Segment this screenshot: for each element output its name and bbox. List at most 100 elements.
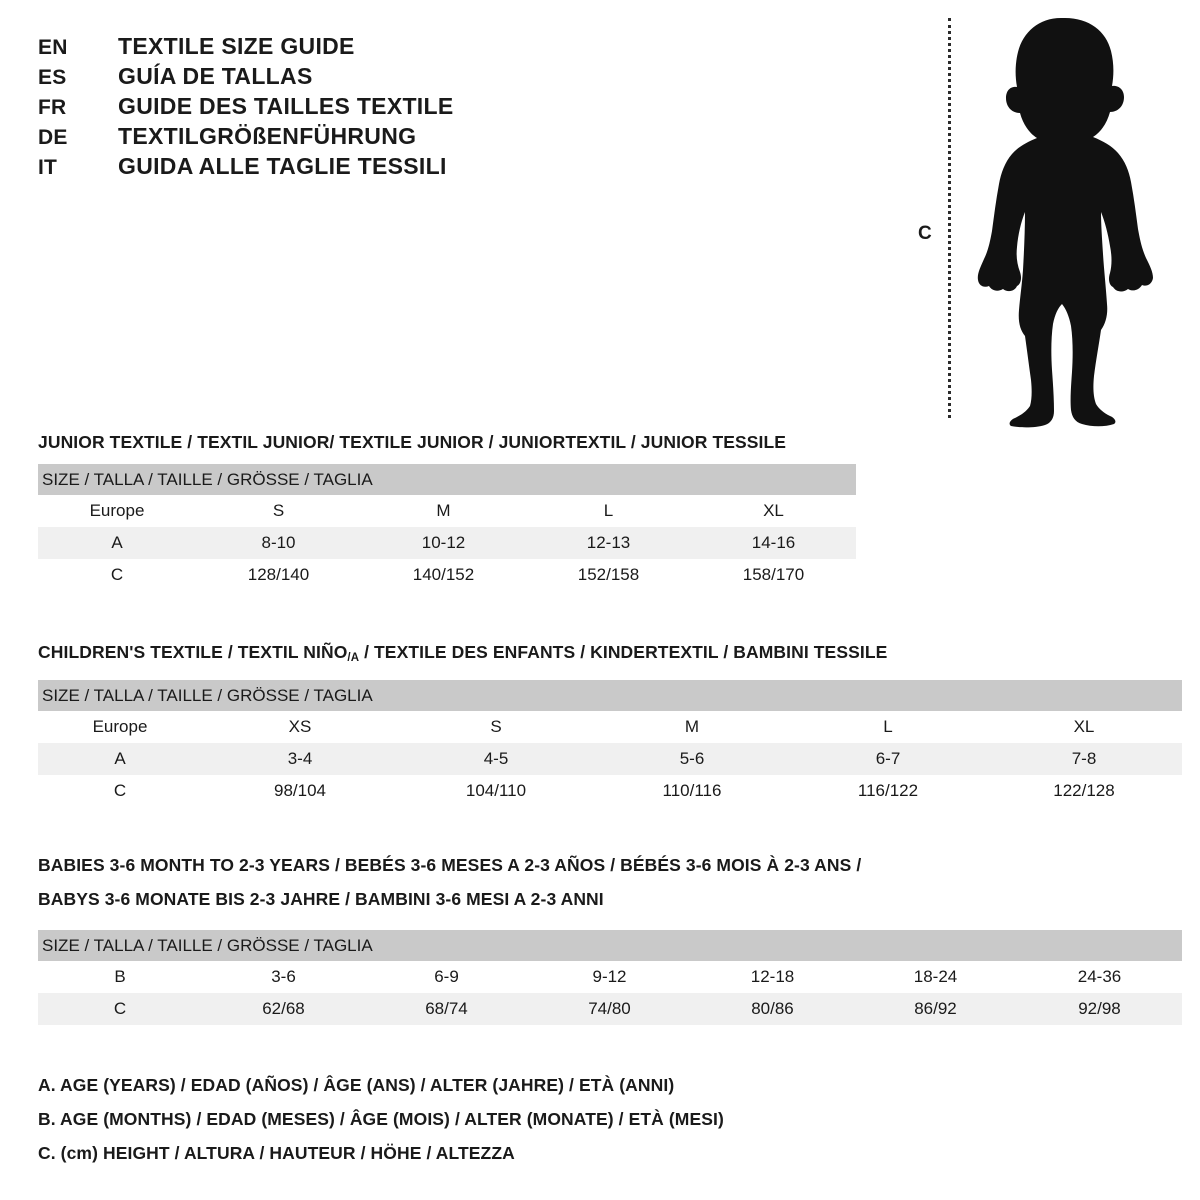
table-cell: 152/158 bbox=[526, 559, 691, 591]
guide-title: TEXTILGRÖßENFÜHRUNG bbox=[118, 123, 417, 149]
table-header-row: SIZE / TALLA / TAILLE / GRÖSSE / TAGLIA bbox=[38, 930, 1182, 961]
babies-size-table: SIZE / TALLA / TAILLE / GRÖSSE / TAGLIA … bbox=[38, 930, 1182, 1025]
table-cell: 3-4 bbox=[202, 743, 398, 776]
table-cell: 6-7 bbox=[790, 743, 986, 776]
table-cell: S bbox=[398, 711, 594, 744]
section-title-line2: BABYS 3-6 MONATE BIS 2-3 JAHRE / BAMBINI… bbox=[38, 889, 604, 909]
table-cell: 74/80 bbox=[528, 993, 691, 1025]
guide-title: TEXTILE SIZE GUIDE bbox=[118, 33, 355, 59]
table-cell: 8-10 bbox=[196, 527, 361, 559]
section-junior-textile: JUNIOR TEXTILE / TEXTIL JUNIOR/ TEXTILE … bbox=[38, 430, 856, 591]
size-header-label: SIZE / TALLA / TAILLE / GRÖSSE / TAGLIA bbox=[38, 680, 1182, 712]
row-label: A bbox=[38, 527, 196, 559]
size-header-label: SIZE / TALLA / TAILLE / GRÖSSE / TAGLIA bbox=[38, 464, 856, 495]
section-title-line1: BABIES 3-6 MONTH TO 2-3 YEARS / BEBÉS 3-… bbox=[38, 855, 862, 875]
language-row: DE TEXTILGRÖßENFÜHRUNG bbox=[38, 123, 598, 153]
table-header-row: SIZE / TALLA / TAILLE / GRÖSSE / TAGLIA bbox=[38, 680, 1182, 712]
table-cell: 110/116 bbox=[594, 775, 790, 808]
table-cell: 4-5 bbox=[398, 743, 594, 776]
table-row: A 8-10 10-12 12-13 14-16 bbox=[38, 527, 856, 559]
section-title-main: CHILDREN'S TEXTILE / TEXTIL NIÑO bbox=[38, 642, 348, 662]
table-cell: 12-13 bbox=[526, 527, 691, 559]
table-cell: 10-12 bbox=[361, 527, 526, 559]
table-row: A 3-4 4-5 5-6 6-7 7-8 bbox=[38, 743, 1182, 776]
row-label: Europe bbox=[38, 495, 196, 527]
table-cell: 62/68 bbox=[202, 993, 365, 1025]
guide-title: GUIDA ALLE TAGLIE TESSILI bbox=[118, 153, 447, 179]
language-code: ES bbox=[38, 66, 67, 89]
legend-line-a: A. AGE (YEARS) / EDAD (AÑOS) / ÂGE (ANS)… bbox=[38, 1075, 675, 1095]
language-code: EN bbox=[38, 36, 68, 59]
table-cell: 158/170 bbox=[691, 559, 856, 591]
table-cell: 5-6 bbox=[594, 743, 790, 776]
guide-title: GUÍA DE TALLAS bbox=[118, 63, 313, 89]
row-label: C bbox=[38, 559, 196, 591]
table-row: C 62/68 68/74 74/80 80/86 86/92 92/98 bbox=[38, 993, 1182, 1025]
table-cell: 3-6 bbox=[202, 961, 365, 993]
legend-c-rest: HEIGHT / ALTURA / HAUTEUR / HÖHE / ALTEZ… bbox=[98, 1143, 515, 1163]
language-row: FR GUIDE DES TAILLES TEXTILE bbox=[38, 93, 598, 123]
language-code: FR bbox=[38, 96, 67, 119]
table-header-row: SIZE / TALLA / TAILLE / GRÖSSE / TAGLIA bbox=[38, 464, 856, 495]
table-cell: S bbox=[196, 495, 361, 527]
table-cell: 128/140 bbox=[196, 559, 361, 591]
language-code: DE bbox=[38, 126, 68, 149]
row-label: B bbox=[38, 961, 202, 993]
table-cell: XL bbox=[691, 495, 856, 527]
table-cell: 80/86 bbox=[691, 993, 854, 1025]
table-row: B 3-6 6-9 9-12 12-18 18-24 24-36 bbox=[38, 961, 1182, 993]
table-cell: M bbox=[361, 495, 526, 527]
size-header-label: SIZE / TALLA / TAILLE / GRÖSSE / TAGLIA bbox=[38, 930, 1182, 961]
language-row: IT GUIDA ALLE TAGLIE TESSILI bbox=[38, 153, 598, 183]
row-label: C bbox=[38, 993, 202, 1025]
table-row: Europe S M L XL bbox=[38, 495, 856, 527]
table-cell: L bbox=[790, 711, 986, 744]
legend-c-prefix: C. bbox=[38, 1143, 61, 1163]
table-row: Europe XS S M L XL bbox=[38, 711, 1182, 744]
legend-block: A. AGE (YEARS) / EDAD (AÑOS) / ÂGE (ANS)… bbox=[38, 1068, 724, 1170]
table-cell: 14-16 bbox=[691, 527, 856, 559]
table-cell: 104/110 bbox=[398, 775, 594, 808]
table-cell: 68/74 bbox=[365, 993, 528, 1025]
table-cell: 9-12 bbox=[528, 961, 691, 993]
table-cell: 12-18 bbox=[691, 961, 854, 993]
guide-title: GUIDE DES TAILLES TEXTILE bbox=[118, 93, 454, 119]
legend-line-b: B. AGE (MONTHS) / EDAD (MESES) / ÂGE (MO… bbox=[38, 1109, 724, 1129]
height-measure-label: C bbox=[918, 223, 932, 244]
table-row: C 128/140 140/152 152/158 158/170 bbox=[38, 559, 856, 591]
section-title-subscript: /A bbox=[347, 652, 360, 665]
measurement-figure: C bbox=[900, 8, 1170, 428]
table-cell: 18-24 bbox=[854, 961, 1017, 993]
table-cell: 86/92 bbox=[854, 993, 1017, 1025]
row-label: Europe bbox=[38, 711, 202, 744]
junior-size-table: SIZE / TALLA / TAILLE / GRÖSSE / TAGLIA … bbox=[38, 464, 856, 591]
language-row: EN TEXTILE SIZE GUIDE bbox=[38, 33, 598, 63]
row-label: A bbox=[38, 743, 202, 776]
table-cell: 6-9 bbox=[365, 961, 528, 993]
child-silhouette-icon bbox=[977, 18, 1153, 428]
table-cell: 116/122 bbox=[790, 775, 986, 808]
table-cell: 92/98 bbox=[1017, 993, 1182, 1025]
language-title-block: EN TEXTILE SIZE GUIDE ES GUÍA DE TALLAS … bbox=[38, 33, 598, 183]
section-title-rest: / TEXTILE DES ENFANTS / KINDERTEXTIL / B… bbox=[359, 642, 888, 662]
table-cell: 122/128 bbox=[986, 775, 1182, 808]
table-cell: L bbox=[526, 495, 691, 527]
table-cell: 98/104 bbox=[202, 775, 398, 808]
section-title: CHILDREN'S TEXTILE / TEXTIL NIÑO/A / TEX… bbox=[38, 640, 1182, 671]
language-code: IT bbox=[38, 156, 58, 179]
legend-line-c: C. (cm) HEIGHT / ALTURA / HAUTEUR / HÖHE… bbox=[38, 1136, 724, 1170]
section-children-textile: CHILDREN'S TEXTILE / TEXTIL NIÑO/A / TEX… bbox=[38, 640, 1182, 808]
table-cell: XS bbox=[202, 711, 398, 744]
children-size-table: SIZE / TALLA / TAILLE / GRÖSSE / TAGLIA … bbox=[38, 680, 1182, 808]
table-cell: 7-8 bbox=[986, 743, 1182, 776]
row-label: C bbox=[38, 775, 202, 808]
table-cell: 140/152 bbox=[361, 559, 526, 591]
table-row: C 98/104 104/110 110/116 116/122 122/128 bbox=[38, 775, 1182, 808]
table-cell: 24-36 bbox=[1017, 961, 1182, 993]
section-babies-textile: BABIES 3-6 MONTH TO 2-3 YEARS / BEBÉS 3-… bbox=[38, 853, 1182, 1025]
table-cell: XL bbox=[986, 711, 1182, 744]
table-cell: M bbox=[594, 711, 790, 744]
legend-c-unit: (cm) bbox=[60, 1143, 99, 1163]
section-title: JUNIOR TEXTILE / TEXTIL JUNIOR/ TEXTILE … bbox=[38, 432, 787, 452]
height-dotted-line bbox=[948, 18, 951, 418]
